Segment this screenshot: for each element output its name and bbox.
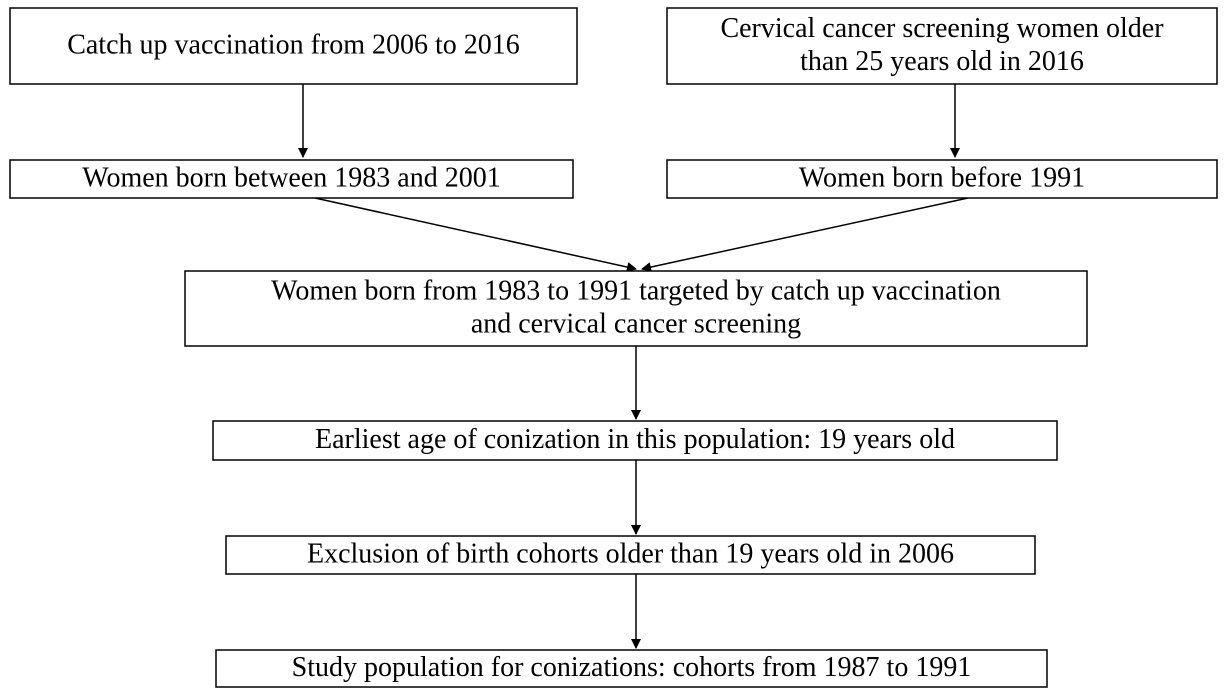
node: Women born from 1983 to 1991 targeted by… bbox=[184, 270, 1088, 347]
node-label: and cervical cancer screening bbox=[471, 308, 801, 339]
node: Women born between 1983 and 2001 bbox=[9, 159, 574, 199]
node-label: Cervical cancer screening women older bbox=[720, 13, 1164, 44]
boxes: Catch up vaccination from 2006 to 2016 Ce… bbox=[9, 7, 1218, 688]
node: Earliest age of conization in this popul… bbox=[212, 420, 1058, 461]
node-box bbox=[666, 7, 1218, 85]
node-label: Catch up vaccination from 2006 to 2016 bbox=[67, 29, 520, 60]
arrow bbox=[641, 197, 969, 272]
node-box bbox=[9, 7, 578, 85]
node-label: Women born from 1983 to 1991 targeted by… bbox=[271, 275, 1001, 306]
node-label: Earliest age of conization in this popul… bbox=[315, 424, 955, 455]
connectors bbox=[298, 84, 969, 649]
node: Catch up vaccination from 2006 to 2016 bbox=[9, 7, 578, 85]
node-box bbox=[212, 420, 1058, 461]
node: Women born before 1991 bbox=[666, 159, 1218, 199]
node-label: than 25 years old in 2016 bbox=[800, 46, 1084, 77]
node-box bbox=[215, 649, 1048, 688]
node-box bbox=[9, 159, 574, 199]
arrow bbox=[314, 197, 637, 272]
node-box bbox=[184, 270, 1088, 347]
node: Study population for conizations: cohort… bbox=[215, 649, 1048, 688]
node: Cervical cancer screening women oldertha… bbox=[666, 7, 1218, 85]
node-label: Women born before 1991 bbox=[799, 162, 1085, 193]
node-box bbox=[225, 535, 1036, 575]
node-label: Study population for conizations: cohort… bbox=[292, 652, 972, 683]
node-box bbox=[666, 159, 1218, 199]
node-label: Women born between 1983 and 2001 bbox=[82, 162, 500, 193]
node: Exclusion of birth cohorts older than 19… bbox=[225, 535, 1036, 575]
node-label: Exclusion of birth cohorts older than 19… bbox=[307, 538, 954, 569]
